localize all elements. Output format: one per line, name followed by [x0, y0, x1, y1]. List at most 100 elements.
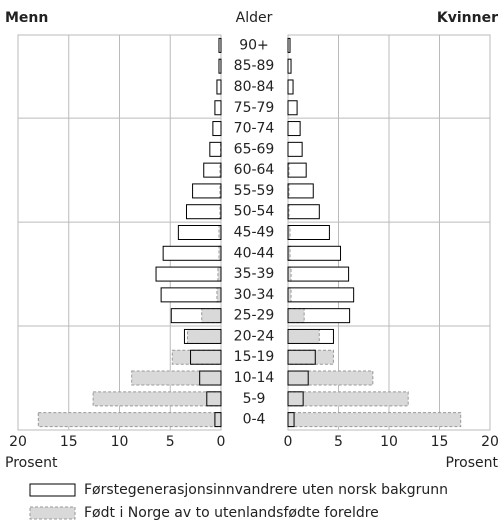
x-tick-label: 10 — [380, 434, 398, 450]
age-label: 10-14 — [234, 370, 275, 386]
legend-label: Førstegenerasjonsinnvandrere uten norsk … — [84, 482, 448, 498]
age-label: 60-64 — [234, 162, 275, 178]
age-label: 70-74 — [234, 121, 275, 137]
bar-first-gen-outline — [287, 225, 330, 240]
x-tick-label: 15 — [60, 434, 78, 450]
x-tick-label: 0 — [217, 434, 226, 450]
bar-first-gen-outline — [212, 121, 222, 137]
bar-first-gen — [178, 225, 221, 240]
x-tick-label: 0 — [284, 434, 293, 450]
age-label: 35-39 — [234, 266, 275, 282]
bar-first-gen-outline — [199, 370, 222, 386]
bar-first-gen — [288, 183, 314, 198]
bar-first-gen-outline — [177, 225, 222, 240]
x-tick-label: 20 — [481, 434, 499, 450]
bar-first-gen-outline — [162, 245, 222, 261]
bar-first-gen — [288, 100, 298, 115]
bar-norway-born — [171, 349, 222, 365]
y-axis-label: Alder — [236, 10, 273, 26]
age-label: 85-89 — [234, 58, 275, 74]
bar-norway-born — [131, 370, 222, 386]
bar-first-gen-outline — [170, 308, 222, 324]
bar-first-gen-outline — [190, 349, 222, 365]
legend-swatch — [29, 506, 76, 520]
bar-first-gen-outline — [287, 245, 342, 261]
age-label: 80-84 — [234, 79, 275, 95]
bar-first-gen — [209, 142, 221, 157]
bar-first-gen — [218, 38, 221, 53]
x-axis-label: Prosent — [446, 455, 499, 471]
age-label: 15-19 — [234, 349, 275, 365]
bar-first-gen-outline — [203, 162, 222, 178]
bar-first-gen — [212, 121, 221, 136]
bar-first-gen — [218, 59, 221, 74]
bar-first-gen-outline — [287, 391, 304, 407]
bar-first-gen-outline — [287, 204, 320, 220]
bar-first-gen-outline — [155, 266, 222, 282]
x-axis-label: Prosent — [5, 455, 58, 471]
bar-first-gen-outline — [185, 204, 222, 220]
age-label: 75-79 — [234, 100, 275, 116]
bar-first-gen-outline — [287, 308, 351, 324]
bar-first-gen-outline — [214, 100, 222, 116]
bar-first-gen-outline — [287, 328, 334, 344]
bar-first-gen — [192, 183, 221, 198]
age-label: 45-49 — [234, 225, 275, 241]
bar-norway-born — [216, 287, 222, 303]
age-label: 90+ — [239, 37, 269, 53]
bar-first-gen — [288, 163, 307, 178]
bar-norway-born — [201, 308, 222, 324]
x-tick-label: 5 — [334, 434, 343, 450]
age-label: 0-4 — [243, 412, 266, 428]
bar-first-gen — [161, 287, 221, 302]
bar-first-gen-outline — [160, 287, 222, 303]
bar-norway-born — [287, 349, 334, 365]
bar-first-gen-outline — [287, 183, 314, 199]
bar-first-gen — [186, 204, 221, 219]
age-label: 5-9 — [243, 391, 266, 407]
age-label: 20-24 — [234, 328, 275, 344]
bar-first-gen — [288, 225, 330, 240]
age-label: 50-54 — [234, 204, 275, 220]
bar-first-gen — [288, 267, 349, 282]
bar-first-gen-outline — [287, 58, 292, 74]
bar-norway-born — [287, 412, 462, 428]
bar-norway-born — [287, 328, 320, 344]
age-label: 30-34 — [234, 287, 275, 303]
bar-first-gen-outline — [287, 349, 316, 365]
bar-first-gen-outline — [287, 121, 301, 137]
bar-first-gen — [214, 100, 221, 115]
bar-first-gen — [288, 142, 303, 157]
bar-first-gen — [203, 163, 221, 178]
bar-first-gen-outline — [192, 183, 222, 199]
bar-first-gen — [216, 79, 221, 94]
bar-first-gen-outline — [287, 141, 303, 157]
bar-norway-born — [37, 412, 222, 428]
bar-first-gen — [163, 246, 221, 261]
panel-label: Kvinner — [437, 10, 498, 26]
bar-first-gen-outline — [218, 58, 222, 74]
x-tick-label: 15 — [431, 434, 449, 450]
bar-first-gen — [288, 287, 354, 302]
bar-norway-born — [287, 391, 409, 407]
panel-label: Menn — [5, 10, 48, 26]
bar-first-gen-outline — [218, 37, 222, 53]
bar-first-gen-outline — [206, 391, 222, 407]
age-label: 25-29 — [234, 308, 275, 324]
bar-first-gen-outline — [183, 328, 222, 344]
bar-norway-born — [187, 328, 222, 344]
bar-first-gen — [288, 38, 291, 53]
bar-first-gen-outline — [287, 287, 355, 303]
bar-norway-born — [287, 370, 374, 386]
bar-first-gen-outline — [287, 100, 298, 116]
bar-first-gen-outline — [287, 162, 307, 178]
bar-first-gen — [156, 267, 221, 282]
bar-first-gen-outline — [287, 370, 309, 386]
age-label: 40-44 — [234, 245, 275, 261]
bar-first-gen — [288, 59, 292, 74]
bar-first-gen — [288, 204, 320, 219]
bar-first-gen-outline — [287, 37, 291, 53]
x-tick-label: 10 — [111, 434, 129, 450]
bar-first-gen — [288, 246, 341, 261]
